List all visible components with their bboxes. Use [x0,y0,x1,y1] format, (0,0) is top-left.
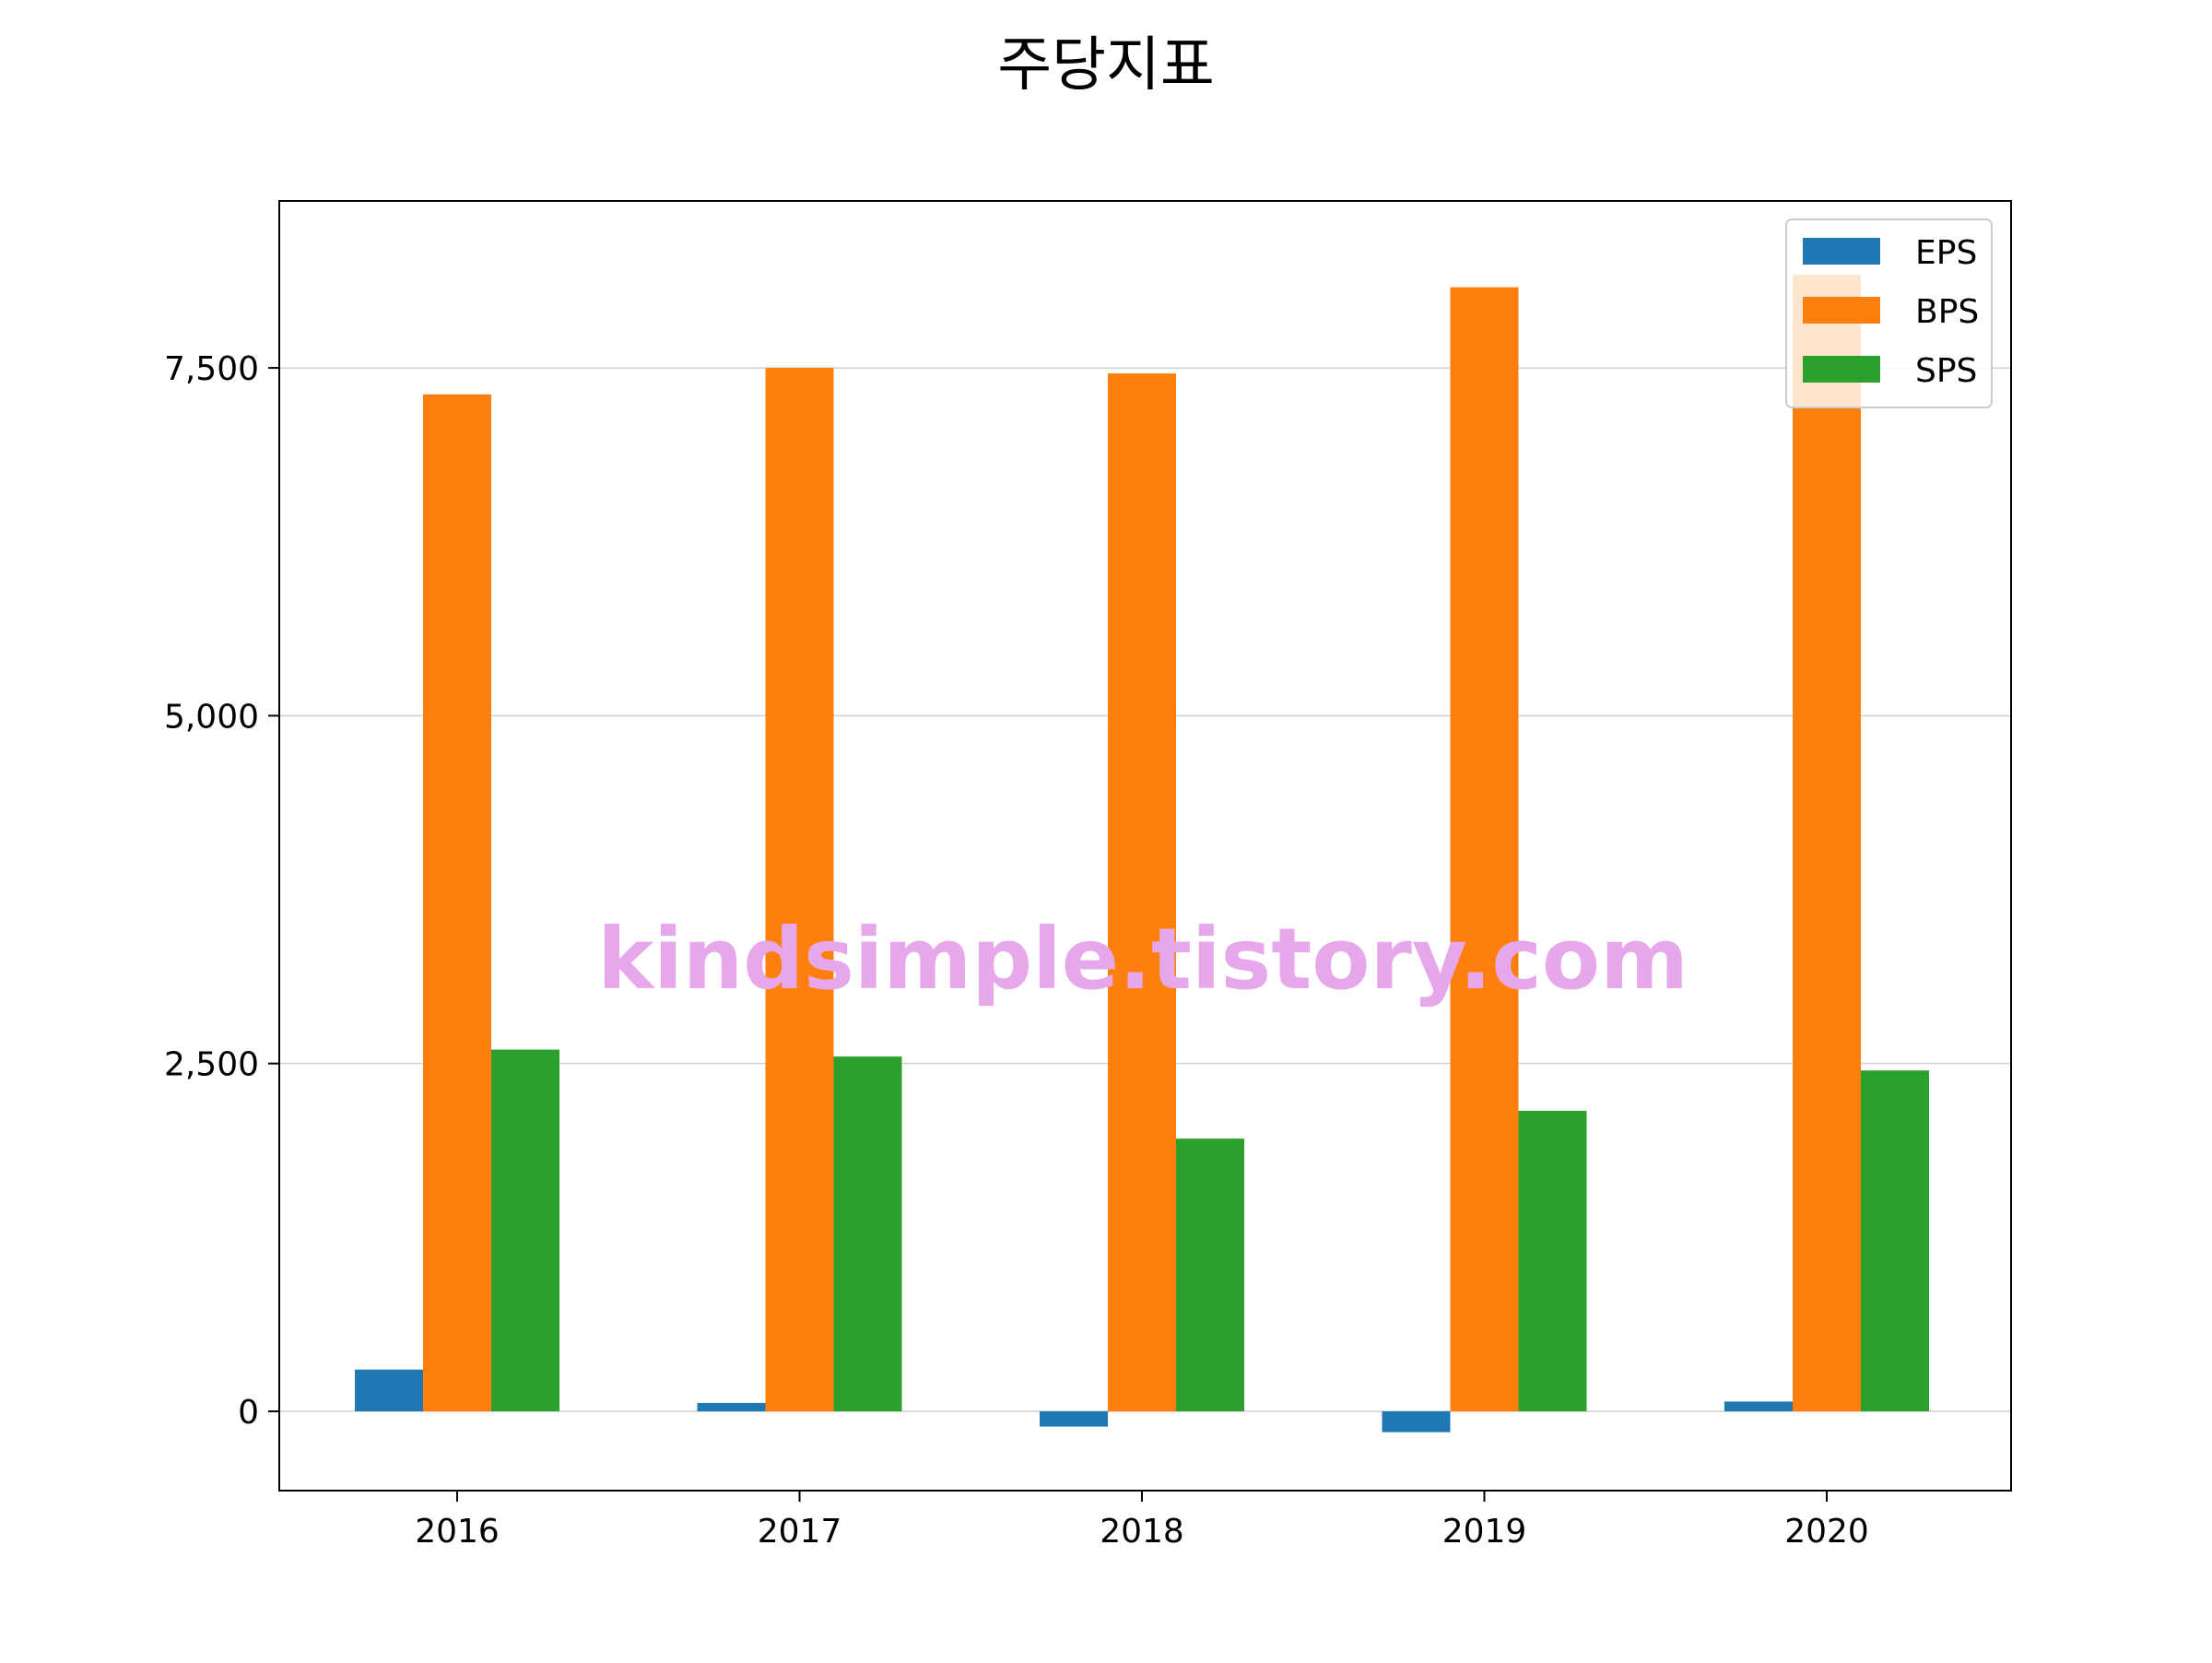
bar-sps-2017 [833,1056,902,1411]
plot-frame [278,200,2012,1492]
x-axis: 2016 2017 2018 2019 2020 [415,1491,1869,1551]
legend-swatch-bps [1803,297,1880,324]
y-axis: 0 2,500 5,000 7,500 [164,350,279,1432]
bar-sps-2016 [491,1049,559,1411]
bar-eps-2017 [697,1402,766,1411]
watermark: kindsimple.tistory.com [597,910,1688,1008]
bars [355,274,1929,1433]
bar-sps-2020 [1861,1070,1929,1411]
bar-eps-2016 [355,1369,423,1411]
bar-eps-2020 [1724,1401,1793,1411]
y-tick-label: 0 [238,1394,259,1432]
legend-swatch-sps [1803,356,1880,383]
x-tick-label: 2020 [1784,1513,1869,1551]
chart-title: 주당지표 [997,31,1215,100]
bar-sps-2018 [1176,1138,1244,1411]
bar-sps-2019 [1518,1110,1587,1411]
legend-label-eps: EPS [1915,234,1977,272]
bar-eps-2019 [1382,1410,1451,1433]
bar-bps-2017 [765,368,834,1411]
bar-bps-2020 [1793,274,1861,1411]
bar-bps-2018 [1108,373,1176,1411]
x-tick-label: 2016 [415,1513,500,1551]
legend-label-bps: BPS [1915,293,1979,331]
y-tick-label: 7,500 [164,350,259,388]
x-tick-label: 2018 [1100,1513,1184,1551]
y-tick-label: 5,000 [164,698,259,736]
legend-swatch-eps [1803,238,1880,265]
bar-eps-2018 [1040,1410,1108,1427]
x-tick-label: 2017 [758,1513,842,1551]
legend-label-sps: SPS [1915,352,1977,390]
bar-bps-2019 [1450,287,1519,1411]
y-tick-label: 2,500 [164,1046,259,1084]
legend: EPS BPS SPS [1785,218,1993,408]
bar-bps-2016 [423,394,491,1411]
x-tick-label: 2019 [1442,1513,1527,1551]
